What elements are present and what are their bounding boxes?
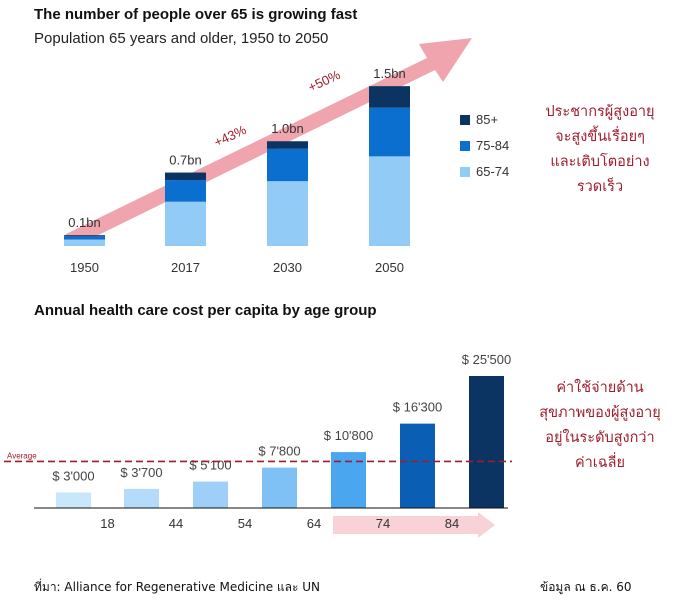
cost-value-label: $ 5'100 [189, 458, 231, 473]
cost-value-label: $ 7'800 [258, 444, 300, 459]
population-bar-85plus-2017 [165, 172, 206, 181]
cost-note-line: ค่าเฉลี่ย [574, 455, 626, 471]
cost-x-tick: 44 [169, 516, 183, 531]
cost-bar-74-84 [400, 423, 435, 508]
population-note-line: จะสูงขึ้นเรื่อยๆ [555, 129, 645, 145]
footer-source: ที่มา: Alliance for Regenerative Medicin… [34, 580, 321, 594]
total-label-2050: 1.5bn [373, 66, 406, 81]
cost-x-tick: 64 [307, 516, 321, 531]
cost-bar-84+ [469, 376, 504, 508]
cost-value-label: $ 25'500 [462, 352, 511, 367]
population-note-line: ประชากรผู้สูงอายุ [545, 104, 655, 120]
population-bar-75-84-2017 [165, 180, 206, 202]
cost-value-label: $ 3'000 [52, 468, 94, 483]
elderly-range-arrow [333, 512, 495, 538]
cost-value-label: $ 16'300 [393, 400, 442, 415]
x-tick-1950: 1950 [70, 260, 99, 275]
cost-x-tick: 54 [238, 516, 252, 531]
population-bar-85plus-1950 [64, 235, 105, 237]
cost-bar-0-18 [56, 492, 91, 508]
population-bar-65-74-2030 [267, 181, 308, 246]
cost-note-line: สุขภาพของผู้สูงอายุ [539, 405, 661, 421]
x-tick-2017: 2017 [171, 260, 200, 275]
average-label: Average [7, 451, 37, 460]
cost-value-label: $ 3'700 [120, 465, 162, 480]
cost-note-line: ค่าใช้จ่ายด้าน [556, 380, 644, 396]
legend-swatch-1 [460, 141, 470, 151]
cost-bar-54-64 [262, 467, 297, 508]
legend-label: 85+ [476, 112, 498, 127]
legend-swatch-0 [460, 115, 470, 125]
cost-x-tick: 74 [376, 516, 390, 531]
population-bar-85plus-2050 [369, 86, 410, 108]
population-note: ประชากรผู้สูงอายุ จะสูงขึ้นเรื่อยๆ และเต… [520, 100, 680, 200]
legend-swatch-2 [460, 167, 470, 177]
growth-annotation: +50% [306, 67, 343, 95]
cost-value-label: $ 10'800 [324, 428, 373, 443]
total-label-1950: 0.1bn [68, 215, 101, 230]
population-bar-75-84-1950 [64, 236, 105, 240]
cost-note: ค่าใช้จ่ายด้าน สุขภาพของผู้สูงอายุ อยู่ใ… [520, 376, 680, 476]
cost-bar-18-44 [124, 488, 159, 508]
chart1-title: The number of people over 65 is growing … [34, 6, 358, 23]
cost-note-line: อยู่ในระดับสูงกว่า [545, 430, 655, 446]
population-bar-75-84-2030 [267, 148, 308, 182]
population-note-line: รวดเร็ว [576, 179, 624, 195]
cost-bar-44-54 [193, 481, 228, 508]
population-bar-65-74-1950 [64, 239, 105, 246]
total-label-2030: 1.0bn [271, 121, 304, 136]
cost-x-tick: 18 [100, 516, 114, 531]
chart1-subtitle: Population 65 years and older, 1950 to 2… [34, 30, 329, 47]
total-label-2017: 0.7bn [169, 153, 202, 168]
x-tick-2050: 2050 [375, 260, 404, 275]
footer-date: ข้อมูล ณ ธ.ค. 60 [540, 580, 632, 594]
population-bar-65-74-2017 [165, 201, 206, 246]
chart2-title: Annual health care cost per capita by ag… [34, 302, 377, 319]
population-note-line: และเติบโตอย่าง [550, 154, 650, 170]
legend-label: 75-84 [476, 138, 509, 153]
x-tick-2030: 2030 [273, 260, 302, 275]
cost-bar-64-74 [331, 452, 366, 508]
population-bar-65-74-2050 [369, 156, 410, 246]
cost-x-tick: 84 [445, 516, 459, 531]
legend-label: 65-74 [476, 164, 509, 179]
growth-annotation: +43% [212, 122, 249, 150]
population-bar-85plus-2030 [267, 141, 308, 149]
population-bar-75-84-2050 [369, 107, 410, 157]
